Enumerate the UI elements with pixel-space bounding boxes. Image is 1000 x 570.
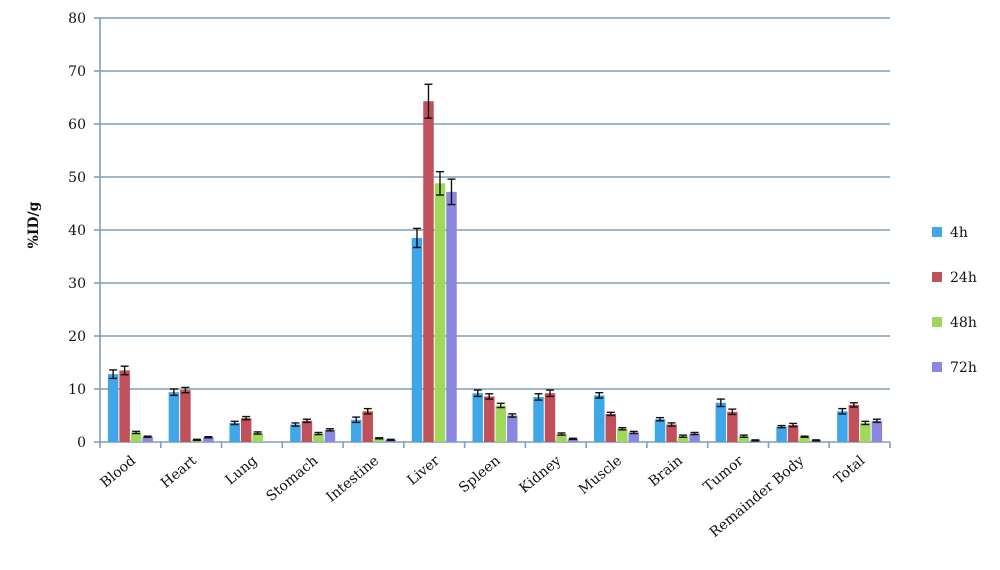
legend-swatch-4h	[932, 227, 942, 237]
bar-24h-intestine	[362, 411, 373, 442]
y-tick-label: 80	[68, 11, 86, 27]
bar-48h-brain	[677, 436, 689, 442]
y-tick-labels: 0 10 20 30 40 50 60 70 80	[68, 11, 86, 451]
bar-48h-muscle	[617, 428, 628, 442]
bar-72h-kidney	[567, 438, 579, 442]
bar-48h-stomach	[313, 433, 324, 442]
bar-24h-muscle	[605, 413, 617, 442]
bar-4h-heart	[168, 392, 180, 442]
y-tick-label: 70	[68, 64, 86, 80]
y-tick-label: 60	[68, 117, 86, 133]
y-tick-label: 50	[68, 170, 86, 186]
bar-48h-blood	[130, 432, 142, 442]
bar-72h-spleen	[507, 415, 518, 442]
bar-24h-remainder-body	[787, 425, 799, 442]
error-bars	[109, 83, 881, 442]
bar-4h-kidney	[533, 396, 544, 442]
x-tick-label: Tumor	[701, 453, 747, 496]
x-tick-label: Liver	[404, 453, 443, 489]
bar-4h-stomach	[290, 424, 301, 442]
bar-72h-brain	[689, 433, 700, 442]
bar-48h-tumor	[738, 436, 750, 442]
bar-48h-spleen	[495, 405, 506, 442]
legend-label-4h: 4h	[950, 225, 968, 241]
legend: 4h 24h 48h 72h	[932, 225, 977, 376]
bar-48h-remainder-body	[799, 436, 810, 442]
bar-24h-brain	[666, 424, 677, 442]
bar-4h-remainder-body	[776, 426, 787, 442]
legend-swatch-72h	[932, 362, 942, 372]
bar-4h-intestine	[350, 419, 362, 442]
bar-24h-lung	[240, 418, 252, 442]
bar-4h-lung	[229, 422, 240, 442]
bar-4h-spleen	[472, 393, 483, 442]
legend-swatch-48h	[932, 317, 942, 327]
bar-48h-liver	[434, 183, 446, 443]
bar-24h-tumor	[727, 411, 738, 442]
y-tick-label: 40	[68, 223, 86, 239]
bar-24h-spleen	[484, 396, 495, 442]
x-tick-label: Brain	[646, 453, 686, 490]
x-tick-label: Lung	[222, 453, 260, 489]
bar-72h-heart	[203, 437, 214, 442]
x-tick-label: Total	[831, 452, 869, 487]
bar-4h-blood	[107, 374, 119, 442]
bar-4h-liver	[411, 237, 423, 442]
bar-72h-stomach	[324, 429, 336, 442]
legend-label-24h: 24h	[950, 270, 977, 286]
y-tick-label: 10	[68, 382, 86, 398]
x-tick-label: Blood	[98, 453, 139, 491]
legend-label-48h: 48h	[950, 315, 977, 331]
bar-24h-blood	[119, 370, 130, 442]
y-tick-label: 30	[68, 276, 86, 292]
bar-24h-heart	[180, 390, 191, 442]
bar-24h-liver	[423, 101, 434, 443]
x-tick-label: Heart	[158, 453, 200, 492]
bar-4h-brain	[654, 419, 666, 442]
bar-72h-muscle	[628, 432, 640, 442]
x-tick-label: Spleen	[456, 453, 504, 497]
bar-72h-blood	[142, 436, 153, 442]
y-tick-label: 0	[77, 435, 86, 451]
bar-48h-total	[860, 422, 871, 442]
bar-4h-muscle	[594, 395, 605, 442]
x-tick-labels: Blood Heart Lung Stomach Intestine Liver Splee…	[98, 452, 869, 540]
bar-48h-lung	[252, 432, 263, 442]
bar-24h-kidney	[544, 393, 556, 442]
gridlines	[100, 17, 890, 390]
bar-72h-liver	[446, 191, 457, 442]
bar-4h-total	[837, 411, 848, 442]
bar-48h-kidney	[556, 434, 567, 442]
bar-48h-intestine	[373, 438, 385, 442]
x-tick-label: Muscle	[576, 453, 625, 498]
bar-4h-tumor	[715, 402, 727, 442]
bar-24h-total	[848, 404, 860, 442]
legend-swatch-24h	[932, 272, 942, 282]
x-tick-label: Kidney	[516, 453, 564, 497]
y-tick-label: 20	[68, 329, 86, 345]
bars	[107, 101, 883, 443]
x-tick-label: Stomach	[263, 453, 321, 505]
x-tick-label: Intestine	[323, 453, 382, 506]
axes	[94, 17, 891, 448]
legend-label-72h: 72h	[950, 360, 977, 376]
bar-72h-total	[871, 420, 883, 442]
y-axis-label: %ID/g	[26, 201, 42, 248]
bar-24h-stomach	[301, 420, 313, 442]
